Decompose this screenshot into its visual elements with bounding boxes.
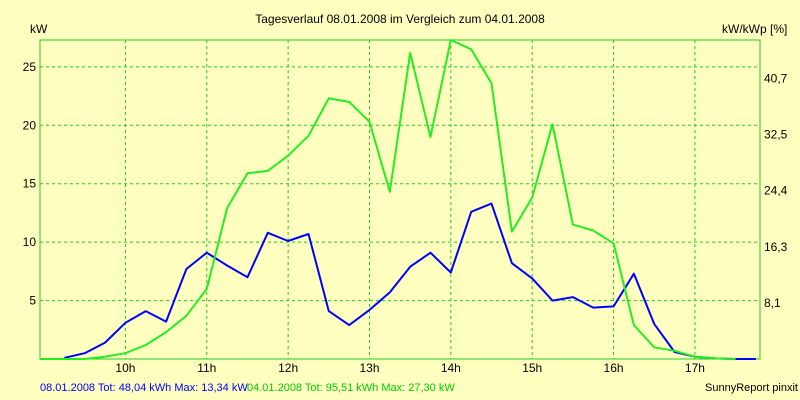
y-right-tick-label: 40,7 — [764, 72, 788, 86]
x-tick-label: 13h — [359, 361, 379, 375]
y-left-tick-label: 15 — [23, 177, 37, 191]
y-left-tick-label: 25 — [23, 60, 37, 74]
y-right-tick-label: 8,1 — [764, 296, 781, 310]
plot-border — [39, 39, 761, 360]
x-tick-label: 16h — [604, 361, 624, 375]
series-line-04.01.2008 — [40, 39, 736, 360]
x-tick-label: 15h — [522, 361, 542, 375]
plot-frame — [39, 39, 761, 360]
legend-series-blue-summary: 08.01.2008 Tot: 48,04 kWh Max: 13,34 kW — [40, 382, 248, 394]
series-line-08.01.2008 — [64, 202, 756, 360]
legend-series-green-summary: 04.01.2008 Tot: 95,51 kWh Max: 27,30 kW — [247, 382, 455, 394]
y-left-tick-label: 20 — [23, 118, 37, 132]
x-tick-label: 17h — [685, 361, 705, 375]
x-tick-label: 14h — [441, 361, 461, 375]
series-lines — [40, 39, 756, 360]
y-axis-right-label: kW/kWp [%] — [722, 22, 787, 36]
chart-title: Tagesverlauf 08.01.2008 im Vergleich zum… — [255, 12, 545, 26]
y-left-tick-label: 5 — [29, 294, 36, 308]
y-right-tick-label: 24,4 — [764, 184, 788, 198]
y-right-tick-label: 32,5 — [764, 128, 788, 142]
y-left-tick-label: 10 — [23, 235, 37, 249]
x-tick-label: 11h — [197, 361, 216, 375]
y-axis-left-label: kW — [30, 22, 48, 36]
credit-text: SunnyReport pinxit — [705, 382, 798, 394]
axis-ticks: 10h 11h 12h 13h 14h 15h 16h 17h 5 10 15 20 25 8,1 16,3… — [23, 60, 788, 375]
x-tick-label: 10h — [115, 361, 135, 375]
x-tick-label: 12h — [278, 361, 298, 375]
y-right-tick-label: 16,3 — [764, 240, 788, 254]
